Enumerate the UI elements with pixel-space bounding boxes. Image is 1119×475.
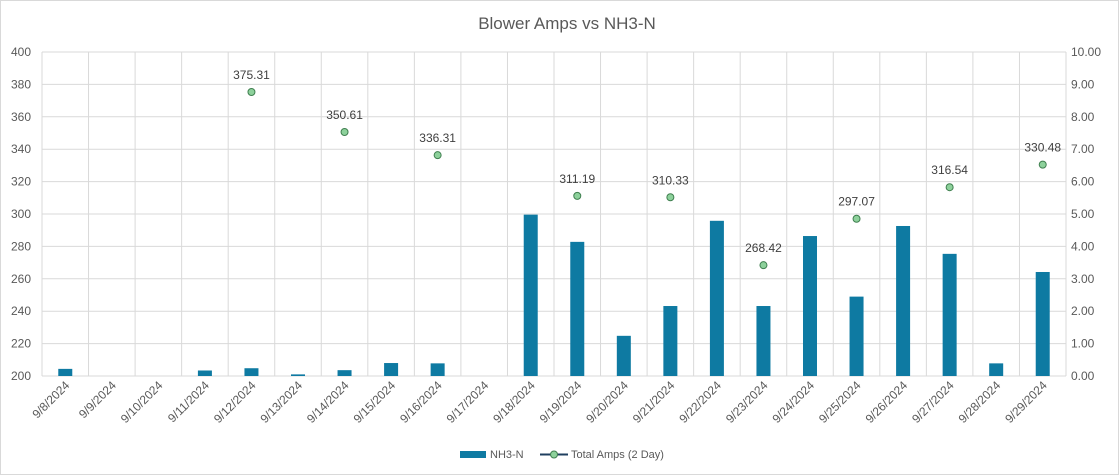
- bar: [663, 306, 678, 376]
- bar: [430, 363, 445, 376]
- x-tick-label: 9/13/2024: [257, 378, 305, 426]
- bar: [896, 225, 911, 376]
- chart-title: Blower Amps vs NH3-N: [478, 14, 656, 33]
- data-label: 375.31: [233, 68, 270, 82]
- bar: [942, 253, 957, 376]
- data-label: 310.33: [652, 173, 689, 187]
- y-right-tick-label: 2.00: [1071, 304, 1095, 318]
- x-tick-label: 9/25/2024: [816, 378, 864, 426]
- legend-swatch-nh3n: [460, 451, 486, 458]
- y-right-tick-label: 9.00: [1071, 77, 1095, 91]
- x-tick-label: 9/12/2024: [211, 378, 259, 426]
- y-axis-left: 200 220 240 260 280 300 320 340 360 380 400: [11, 45, 31, 383]
- bar: [1035, 271, 1050, 376]
- bar: [756, 306, 771, 376]
- data-point: [340, 128, 349, 137]
- bar: [523, 214, 538, 376]
- legend: NH3-N Total Amps (2 Day): [460, 449, 664, 461]
- data-label: 350.61: [326, 108, 363, 122]
- x-tick-label: 9/8/2024: [29, 378, 72, 421]
- bar: [709, 220, 724, 376]
- data-point: [852, 214, 861, 223]
- data-point: [759, 261, 768, 270]
- bar: [570, 241, 585, 376]
- x-tick-label: 9/21/2024: [630, 378, 678, 426]
- y-right-tick-label: 7.00: [1071, 142, 1095, 156]
- x-tick-label: 9/19/2024: [537, 378, 585, 426]
- data-point: [433, 151, 442, 160]
- y-right-tick-label: 1.00: [1071, 337, 1095, 351]
- data-label: 311.19: [559, 172, 595, 186]
- legend-label-total-amps: Total Amps (2 Day): [571, 449, 664, 461]
- point-series: 375.31 350.61 336.31 311.19 310.33 268.42 297.…: [233, 68, 1061, 270]
- y-right-tick-label: 4.00: [1071, 239, 1095, 253]
- data-label: 316.54: [931, 163, 968, 177]
- y-left-tick-label: 380: [11, 77, 31, 91]
- y-right-tick-label: 8.00: [1071, 110, 1095, 124]
- x-tick-label: 9/17/2024: [444, 378, 492, 426]
- x-tick-label: 9/10/2024: [118, 378, 166, 426]
- bar: [989, 363, 1004, 376]
- y-right-tick-label: 6.00: [1071, 175, 1095, 189]
- bar: [58, 368, 73, 376]
- y-right-tick-label: 5.00: [1071, 207, 1095, 221]
- data-point: [573, 191, 582, 200]
- y-left-tick-label: 220: [11, 337, 31, 351]
- x-tick-label: 9/14/2024: [304, 378, 352, 426]
- y-left-tick-label: 200: [11, 369, 31, 383]
- x-tick-label: 9/20/2024: [583, 378, 631, 426]
- x-tick-label: 9/11/2024: [165, 378, 212, 425]
- y-left-tick-label: 240: [11, 304, 31, 318]
- x-tick-label: 9/26/2024: [863, 378, 911, 426]
- y-left-tick-label: 260: [11, 272, 31, 286]
- y-left-tick-label: 340: [11, 142, 31, 156]
- data-point: [945, 183, 954, 192]
- bar-series: [58, 214, 1050, 376]
- y-left-tick-label: 320: [11, 175, 31, 189]
- x-tick-label: 9/27/2024: [909, 378, 957, 426]
- legend-swatch-total-amps-marker: [550, 450, 558, 459]
- bar: [803, 236, 817, 376]
- bar: [291, 374, 305, 376]
- data-point: [1038, 160, 1047, 169]
- gridlines: [41, 51, 1067, 377]
- data-label: 336.31: [419, 131, 456, 145]
- x-tick-label: 9/29/2024: [1002, 378, 1050, 426]
- y-right-tick-label: 10.00: [1071, 45, 1101, 59]
- x-tick-label: 9/9/2024: [76, 378, 119, 421]
- x-tick-label: 9/22/2024: [676, 378, 724, 426]
- x-tick-label: 9/16/2024: [397, 378, 445, 426]
- data-label: 297.07: [838, 195, 875, 209]
- y-axis-right: 0.00 1.00 2.00 3.00 4.00 5.00 6.00 7.00 8.00 9.00…: [1071, 45, 1101, 383]
- x-tick-label: 9/18/2024: [490, 378, 538, 426]
- y-right-tick-label: 0.00: [1071, 369, 1095, 383]
- x-tick-label: 9/24/2024: [769, 378, 817, 426]
- x-tick-label: 9/15/2024: [351, 378, 399, 426]
- bar: [244, 368, 259, 376]
- y-left-tick-label: 400: [11, 45, 31, 59]
- y-left-tick-label: 360: [11, 110, 31, 124]
- x-tick-label: 9/23/2024: [723, 378, 771, 426]
- x-tick-label: 9/28/2024: [956, 378, 1004, 426]
- data-point: [247, 87, 256, 96]
- data-label: 268.42: [745, 241, 782, 255]
- y-right-tick-label: 3.00: [1071, 272, 1095, 286]
- bar: [384, 363, 399, 376]
- y-left-tick-label: 280: [11, 239, 31, 253]
- data-label: 330.48: [1024, 141, 1061, 155]
- data-point: [666, 193, 675, 202]
- bar: [337, 370, 352, 376]
- legend-label-nh3n: NH3-N: [490, 449, 524, 461]
- bar: [197, 370, 212, 376]
- bar: [849, 296, 864, 376]
- y-left-tick-label: 300: [11, 207, 31, 221]
- bar: [616, 335, 631, 376]
